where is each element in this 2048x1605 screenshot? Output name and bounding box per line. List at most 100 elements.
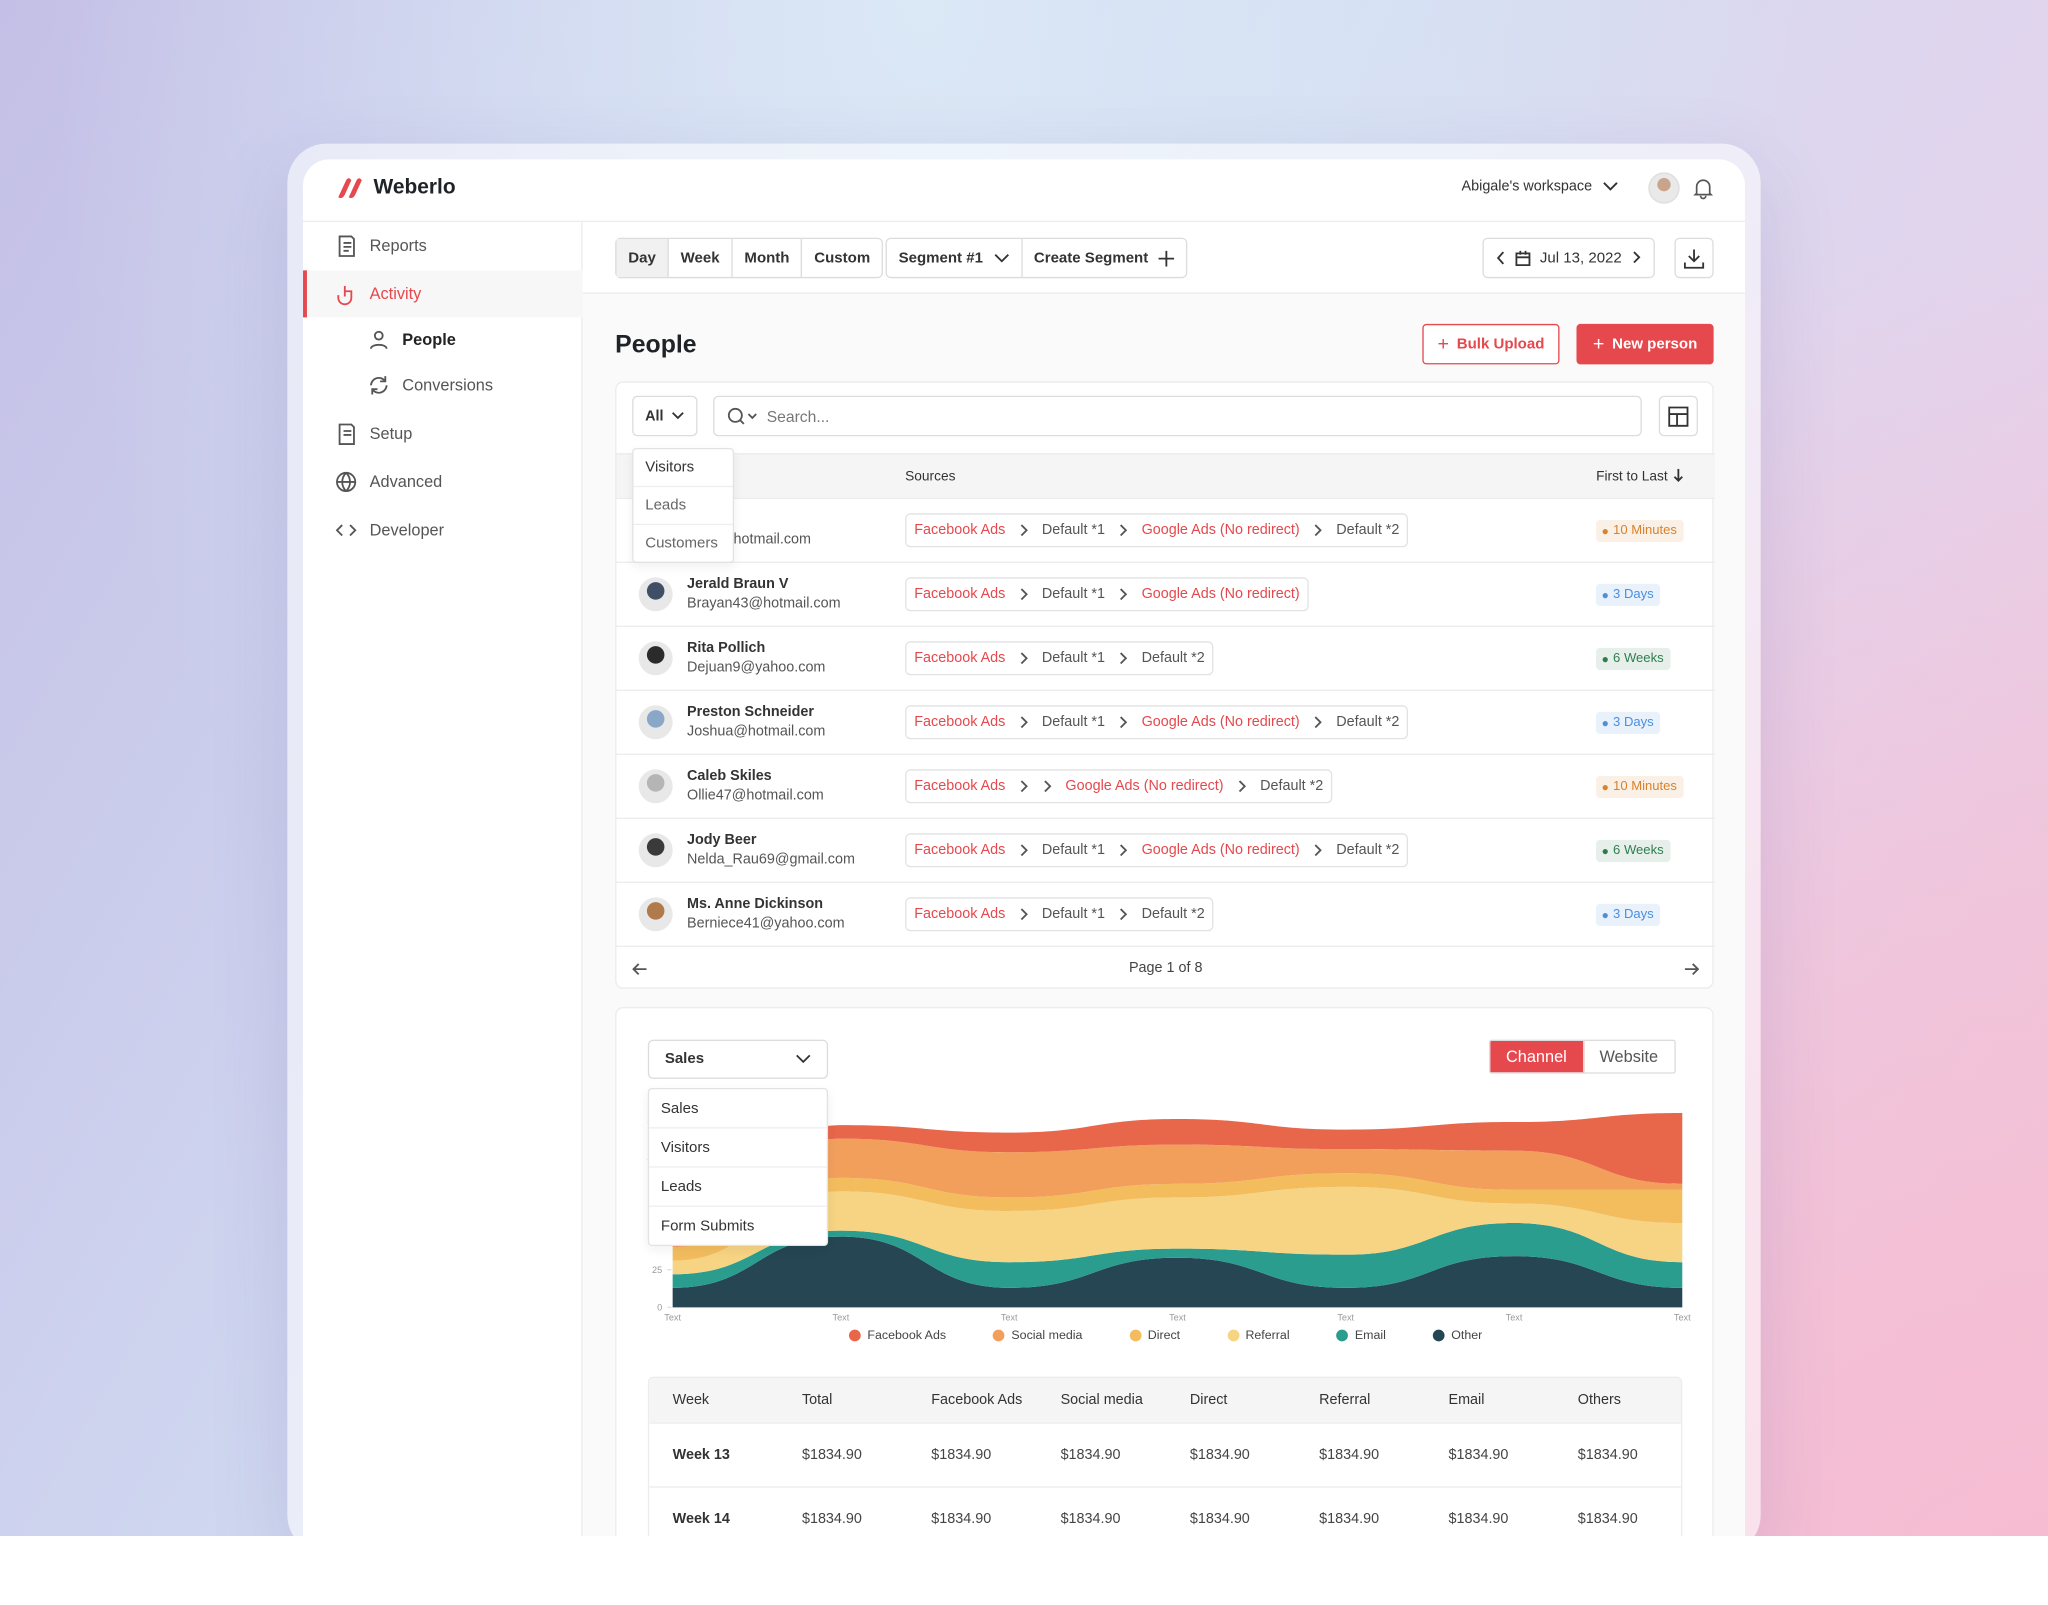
- create-segment-label: Create Segment: [1033, 250, 1149, 266]
- column-header: Referral: [1319, 1392, 1371, 1408]
- cell: $1834.90: [1319, 1447, 1380, 1463]
- cell: Week 14: [672, 1511, 730, 1527]
- segment-select[interactable]: Segment #1: [887, 239, 1023, 277]
- person-row[interactable]: Preston Schneider Joshua@hotmail.com Faceb…: [616, 689, 1715, 754]
- metric-dropdown: Sales Visitors Leads Form Submits: [647, 1087, 829, 1247]
- cell: $1834.90: [1448, 1511, 1509, 1527]
- y-tick-label: 25: [652, 1265, 662, 1275]
- prev-page-glyph: [632, 963, 647, 976]
- next-page: [1684, 963, 1700, 976]
- filter-label: All: [645, 408, 664, 424]
- metric-select[interactable]: Sales: [647, 1039, 829, 1079]
- source: Google Ads (No redirect): [1141, 586, 1300, 603]
- metric-option[interactable]: Sales: [649, 1089, 827, 1129]
- range-option[interactable]: Month: [733, 239, 803, 277]
- person-email: Berniece41@yahoo.com: [687, 915, 845, 932]
- next-date-glyph: [1632, 251, 1641, 264]
- range-option[interactable]: Week: [669, 239, 733, 277]
- button-label: Bulk Upload: [1456, 336, 1545, 352]
- path-separator: [1118, 844, 1128, 857]
- filter-option[interactable]: Visitors: [633, 449, 733, 488]
- source: Default *1: [1041, 586, 1106, 603]
- person-name: Rita Pollich: [687, 639, 766, 656]
- avatar: [638, 577, 673, 612]
- column-header[interactable]: First to Last: [1596, 468, 1683, 485]
- path-separator-glyph: [1020, 844, 1028, 857]
- y-tick-label: 0: [657, 1303, 662, 1313]
- nav-item[interactable]: Developer: [303, 507, 583, 554]
- search-placeholder: Search...: [766, 406, 830, 426]
- person-row[interactable]: Rita Pollich Dejuan9@yahoo.com Facebook Ad…: [616, 625, 1715, 690]
- metric-option[interactable]: Leads: [649, 1168, 827, 1207]
- sources-path: Facebook Ads Default *1 Default *2: [905, 897, 1214, 932]
- subnav-label: Conversions: [402, 376, 494, 395]
- user-avatar[interactable]: [1648, 172, 1680, 204]
- source: Default *2: [1336, 522, 1400, 539]
- subnav-icon-glyph: [370, 330, 388, 350]
- sources-path: Facebook Ads Google Ads (No redirect) Defa…: [905, 769, 1333, 804]
- filter-select[interactable]: All: [632, 395, 698, 437]
- sources-path: Facebook Ads Default *1 Google Ads (No red…: [905, 577, 1309, 612]
- view-tab[interactable]: Channel: [1490, 1040, 1584, 1073]
- legend-swatch: [1432, 1329, 1445, 1342]
- view-tab[interactable]: Website: [1599, 1047, 1659, 1066]
- path-separator: [1118, 524, 1128, 537]
- x-tick-label: Text: [1506, 1312, 1523, 1322]
- column-header: Sources: [905, 468, 956, 485]
- metric-option[interactable]: Visitors: [649, 1128, 827, 1168]
- area: [672, 1186, 1683, 1275]
- path-separator-glyph: [1120, 588, 1128, 601]
- metric-option[interactable]: Form Submits: [660, 1217, 755, 1234]
- subnav-item[interactable]: Conversions: [303, 362, 583, 409]
- filter-option[interactable]: Customers: [645, 535, 718, 552]
- person-email: Ollie47@hotmail.com: [687, 787, 824, 804]
- cell: $1834.90: [1577, 1447, 1638, 1463]
- notification-bell[interactable]: [1693, 176, 1714, 200]
- path-separator-glyph: [1020, 716, 1028, 729]
- plus: [1158, 250, 1175, 266]
- nav-item[interactable]: Reports: [303, 222, 583, 269]
- range-option[interactable]: Custom: [814, 250, 871, 266]
- legend-item: Social media: [993, 1328, 1082, 1343]
- chevron-glyph: [994, 253, 1009, 262]
- new-person-button[interactable]: + New person: [1576, 323, 1714, 365]
- path-separator: [1118, 908, 1128, 921]
- filter-option[interactable]: Leads: [633, 487, 733, 526]
- create-segment[interactable]: Create Segment: [1022, 239, 1186, 277]
- avatar: [638, 833, 673, 868]
- nav-item[interactable]: Advanced: [303, 458, 583, 505]
- search-box: Search...: [713, 395, 1642, 437]
- source: Default *2: [1336, 842, 1400, 859]
- layout-button[interactable]: [1658, 395, 1698, 437]
- source: Facebook Ads: [914, 906, 1006, 923]
- next-date: [1631, 251, 1641, 265]
- prev-page: [632, 963, 648, 976]
- summary-row: Week 14 $1834.90 $1834.90 $1834.90 $1834.90 $…: [649, 1486, 1681, 1536]
- nav-item[interactable]: Setup: [303, 410, 583, 457]
- nav-item[interactable]: Activity: [303, 270, 583, 318]
- main-content: Day Week Month Custom Segment #1 Create Segme…: [582, 222, 1745, 1536]
- person-row[interactable]: Jerald Braun V Brayan43@hotmail.com Facebo…: [616, 561, 1715, 626]
- segment-group: Segment #1 Create Segment: [885, 237, 1188, 279]
- path-separator-glyph: [1020, 652, 1028, 665]
- person-row[interactable]: Caleb Skiles Ollie47@hotmail.com Facebook …: [616, 753, 1715, 818]
- legend-item: Email: [1336, 1328, 1386, 1343]
- download-button[interactable]: [1674, 237, 1714, 279]
- nav-icon: [335, 519, 357, 541]
- nav-icon-glyph: [336, 471, 357, 492]
- person-email: Joshua@hotmail.com: [687, 723, 826, 740]
- subnav-item[interactable]: People: [303, 316, 583, 363]
- source: Default *1: [1041, 906, 1106, 923]
- chevron: [795, 1054, 811, 1064]
- workspace-switcher[interactable]: Abigale's workspace: [1462, 179, 1619, 195]
- person-row[interactable]: Ms. Anne Dickinson Berniece41@yahoo.com Fa…: [616, 881, 1715, 946]
- bulk-upload-button[interactable]: + Bulk Upload: [1422, 323, 1560, 365]
- range-option[interactable]: Day: [616, 239, 669, 277]
- status-dot: [1602, 528, 1608, 534]
- column-header: Social media: [1060, 1392, 1143, 1408]
- sort-icon: [1673, 468, 1683, 485]
- nav-icon-glyph: [338, 234, 355, 257]
- source: Default *1: [1041, 842, 1106, 859]
- person-row[interactable]: Jody Beer Nelda_Rau69@gmail.com Facebook A…: [616, 817, 1715, 882]
